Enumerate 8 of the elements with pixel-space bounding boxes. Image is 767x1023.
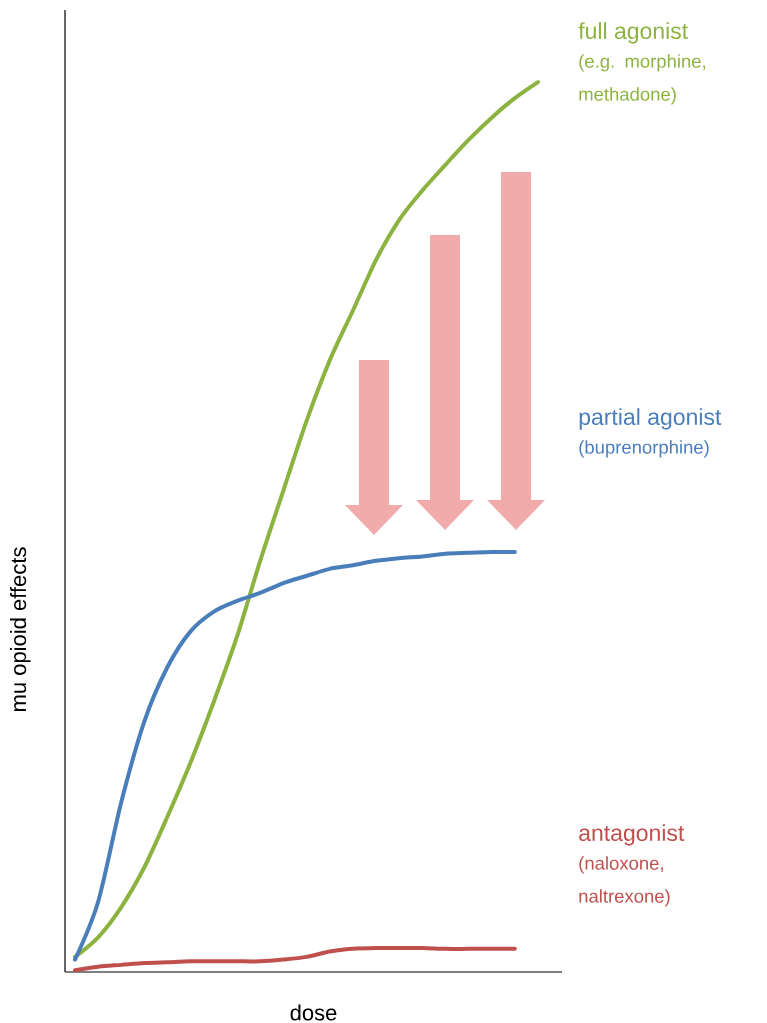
text: (naloxone, naltrexone) [579,856,670,907]
text: partial agonist [579,408,722,430]
text: antagonist [579,824,685,846]
text: full agonist [578,22,688,44]
text: (e.g. morphine, methadone) [579,54,706,105]
x-axis-title: dose [290,1004,337,1021]
y-axis-title: mu opioid effects [10,547,31,712]
text: (buprenorphine) [579,440,709,458]
